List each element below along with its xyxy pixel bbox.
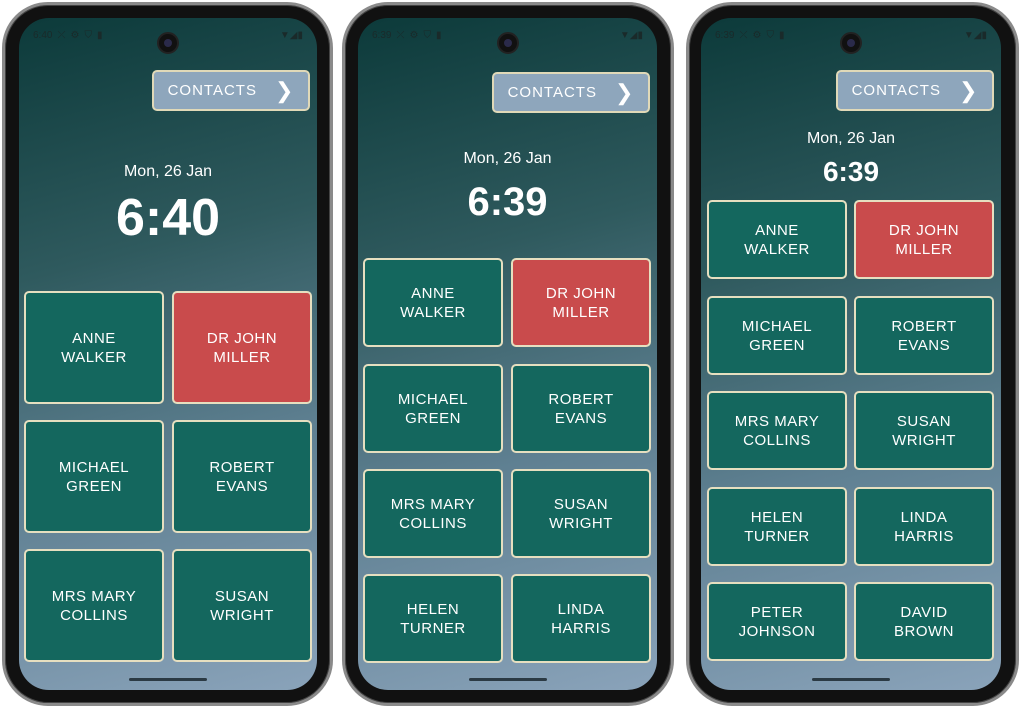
shield-icon: ⛉ (423, 29, 431, 41)
status-time: 6:40 (33, 29, 53, 41)
contact-tile[interactable]: PETER JOHNSON (707, 582, 847, 661)
battery-icon: ▮ (297, 29, 303, 41)
wifi-icon: ▼ (619, 29, 630, 41)
signal-icon: ◢ (973, 29, 982, 41)
clock-time: 6:39 (467, 180, 548, 224)
contact-tile[interactable]: DR JOHN MILLER (511, 258, 651, 347)
contact-tile[interactable]: ANNE WALKER (707, 200, 847, 279)
contact-tile[interactable]: ROBERT EVANS (172, 420, 312, 533)
status-bar: 6:40 ⤫ ⚙ ⛉ ▮ ▼◢▮ (33, 28, 303, 42)
wifi-icon: ▼ (963, 29, 974, 41)
contact-tile[interactable]: DAVID BROWN (854, 582, 994, 661)
contact-tile[interactable]: MRS MARY COLLINS (707, 391, 847, 470)
contact-tile[interactable]: SUSAN WRIGHT (172, 549, 312, 662)
missed-call-icon: ⤫ (396, 29, 405, 41)
contact-tile[interactable]: MRS MARY COLLINS (363, 469, 503, 558)
contacts-button[interactable]: CONTACTS ❯ (836, 70, 994, 111)
sim-icon: ▮ (96, 29, 103, 41)
home-indicator[interactable] (812, 678, 890, 681)
signal-icon: ◢ (629, 29, 638, 41)
wifi-icon: ▼ (279, 29, 290, 41)
contact-tile[interactable]: LINDA HARRIS (854, 487, 994, 566)
contact-tile[interactable]: SUSAN WRIGHT (854, 391, 994, 470)
contact-tile[interactable]: ROBERT EVANS (511, 364, 651, 453)
contact-tile[interactable]: DR JOHN MILLER (172, 291, 312, 404)
chevron-right-icon: ❯ (958, 77, 979, 103)
contact-tile[interactable]: HELEN TURNER (363, 574, 503, 663)
gear-icon: ⚙ (752, 29, 762, 41)
clock-time: 6:40 (115, 189, 221, 247)
contact-tile[interactable]: ANNE WALKER (363, 258, 503, 347)
shield-icon: ⛉ (84, 29, 92, 41)
contacts-label: CONTACTS (507, 84, 597, 101)
contact-tile[interactable]: MICHAEL GREEN (24, 420, 164, 533)
clock-time: 6:39 (822, 156, 880, 187)
contacts-button[interactable]: CONTACTS ❯ (152, 70, 310, 111)
status-bar: 6:39 ⤫ ⚙ ⛉ ▮ ▼◢▮ (715, 28, 987, 42)
contacts-button[interactable]: CONTACTS ❯ (492, 72, 650, 113)
missed-call-icon: ⤫ (57, 29, 66, 41)
date-label: Mon, 26 Jan (806, 130, 896, 147)
gear-icon: ⚙ (70, 29, 80, 41)
shield-icon: ⛉ (766, 29, 774, 41)
sim-icon: ▮ (435, 29, 442, 41)
camera-cutout (157, 32, 179, 54)
contact-tile[interactable]: LINDA HARRIS (511, 574, 651, 663)
status-time: 6:39 (715, 29, 735, 41)
home-indicator[interactable] (468, 678, 547, 681)
camera-cutout (496, 32, 519, 54)
contacts-label: CONTACTS (851, 82, 941, 99)
contact-tile[interactable]: SUSAN WRIGHT (511, 469, 651, 558)
sim-icon: ▮ (778, 29, 785, 41)
date-label: Mon, 26 Jan (463, 150, 552, 167)
contact-tile[interactable]: MRS MARY COLLINS (24, 549, 164, 662)
missed-call-icon: ⤫ (739, 29, 748, 41)
contact-tile[interactable]: ANNE WALKER (24, 291, 164, 404)
signal-icon: ◢ (289, 29, 298, 41)
status-time: 6:39 (372, 29, 392, 41)
status-bar: 6:39 ⤫ ⚙ ⛉ ▮ ▼◢▮ (372, 28, 643, 42)
chevron-right-icon: ❯ (274, 77, 295, 103)
contact-tile[interactable]: MICHAEL GREEN (363, 364, 503, 453)
contact-tile[interactable]: HELEN TURNER (707, 487, 847, 566)
contact-tile[interactable]: ROBERT EVANS (854, 296, 994, 375)
gear-icon: ⚙ (409, 29, 419, 41)
battery-icon: ▮ (981, 29, 987, 41)
date-label: Mon, 26 Jan (123, 163, 213, 180)
chevron-right-icon: ❯ (614, 79, 635, 105)
phone-screen: 6:40 ⤫ ⚙ ⛉ ▮ ▼◢▮ CONTACTS ❯ Mon, 26 Jan 6:40 A… (19, 18, 317, 690)
contacts-label: CONTACTS (167, 82, 257, 99)
camera-cutout (840, 32, 862, 54)
battery-icon: ▮ (637, 29, 643, 41)
contact-tile[interactable]: MICHAEL GREEN (707, 296, 847, 375)
phone-screen: 6:39 ⤫ ⚙ ⛉ ▮ ▼◢▮ CONTACTS ❯ Mon, 26 Jan 6:39 A… (358, 18, 657, 690)
home-indicator[interactable] (129, 678, 207, 681)
contact-tile[interactable]: DR JOHN MILLER (854, 200, 994, 279)
phone-screen: 6:39 ⤫ ⚙ ⛉ ▮ ▼◢▮ CONTACTS ❯ Mon, 26 Jan 6:39 A… (701, 18, 1001, 690)
